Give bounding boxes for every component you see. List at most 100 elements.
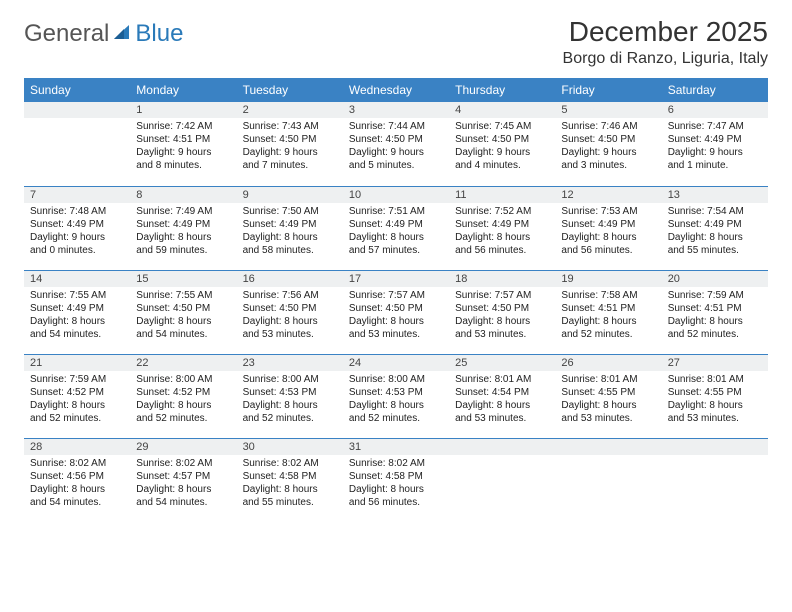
day-day2: and 59 minutes. — [136, 244, 230, 257]
day-sunset: Sunset: 4:51 PM — [668, 302, 762, 315]
day-number: 14 — [24, 270, 130, 287]
day-number: 24 — [343, 354, 449, 371]
day-sunset: Sunset: 4:50 PM — [561, 133, 655, 146]
day-number: 2 — [237, 102, 343, 118]
day-day1: Daylight: 8 hours — [455, 315, 549, 328]
day-sunrise: Sunrise: 8:01 AM — [668, 373, 762, 386]
day-number: 23 — [237, 354, 343, 371]
day-sunrise: Sunrise: 7:51 AM — [349, 205, 443, 218]
day-sunrise: Sunrise: 8:02 AM — [30, 457, 124, 470]
weekday-header: Thursday — [449, 78, 555, 102]
day-sunrise: Sunrise: 7:49 AM — [136, 205, 230, 218]
calendar-cell: 4Sunrise: 7:45 AMSunset: 4:50 PMDaylight… — [449, 102, 555, 186]
day-sunrise: Sunrise: 7:54 AM — [668, 205, 762, 218]
day-details: Sunrise: 7:42 AMSunset: 4:51 PMDaylight:… — [130, 118, 236, 176]
day-sunset: Sunset: 4:50 PM — [455, 133, 549, 146]
calendar-cell: 22Sunrise: 8:00 AMSunset: 4:52 PMDayligh… — [130, 354, 236, 438]
day-day1: Daylight: 8 hours — [243, 315, 337, 328]
calendar-week-row: 21Sunrise: 7:59 AMSunset: 4:52 PMDayligh… — [24, 354, 768, 438]
day-number: 11 — [449, 186, 555, 203]
day-details: Sunrise: 7:44 AMSunset: 4:50 PMDaylight:… — [343, 118, 449, 176]
weekday-header: Tuesday — [237, 78, 343, 102]
day-sunset: Sunset: 4:53 PM — [349, 386, 443, 399]
day-number: 30 — [237, 438, 343, 455]
day-day1: Daylight: 8 hours — [30, 399, 124, 412]
day-sunset: Sunset: 4:58 PM — [349, 470, 443, 483]
day-day1: Daylight: 8 hours — [561, 231, 655, 244]
day-day1: Daylight: 8 hours — [30, 483, 124, 496]
day-number: 1 — [130, 102, 236, 118]
day-number: 29 — [130, 438, 236, 455]
calendar-cell: 14Sunrise: 7:55 AMSunset: 4:49 PMDayligh… — [24, 270, 130, 354]
day-sunset: Sunset: 4:55 PM — [668, 386, 762, 399]
calendar-cell: 5Sunrise: 7:46 AMSunset: 4:50 PMDaylight… — [555, 102, 661, 186]
day-number: 31 — [343, 438, 449, 455]
day-sunset: Sunset: 4:52 PM — [30, 386, 124, 399]
day-details: Sunrise: 8:02 AMSunset: 4:58 PMDaylight:… — [237, 455, 343, 513]
day-sunset: Sunset: 4:50 PM — [349, 133, 443, 146]
weekday-header: Wednesday — [343, 78, 449, 102]
day-day2: and 52 minutes. — [243, 412, 337, 425]
weekday-header: Friday — [555, 78, 661, 102]
day-details: Sunrise: 8:02 AMSunset: 4:58 PMDaylight:… — [343, 455, 449, 513]
day-number: 8 — [130, 186, 236, 203]
day-sunset: Sunset: 4:50 PM — [243, 133, 337, 146]
day-day2: and 53 minutes. — [668, 412, 762, 425]
day-sunset: Sunset: 4:51 PM — [136, 133, 230, 146]
day-day1: Daylight: 8 hours — [455, 231, 549, 244]
calendar-cell — [555, 438, 661, 522]
day-number: 17 — [343, 270, 449, 287]
logo-sail-icon — [111, 21, 133, 48]
day-day2: and 7 minutes. — [243, 159, 337, 172]
day-day1: Daylight: 8 hours — [243, 231, 337, 244]
day-day1: Daylight: 8 hours — [243, 399, 337, 412]
calendar-cell: 31Sunrise: 8:02 AMSunset: 4:58 PMDayligh… — [343, 438, 449, 522]
day-day2: and 53 minutes. — [455, 328, 549, 341]
day-sunset: Sunset: 4:51 PM — [561, 302, 655, 315]
calendar-cell: 2 Sunrise: 7:43 AMSunset: 4:50 PMDaylight… — [237, 102, 343, 186]
day-sunrise: Sunrise: 8:00 AM — [136, 373, 230, 386]
day-day2: and 54 minutes. — [30, 496, 124, 509]
day-day2: and 56 minutes. — [349, 496, 443, 509]
day-details: Sunrise: 7:55 AMSunset: 4:50 PMDaylight:… — [130, 287, 236, 345]
day-day1: Daylight: 8 hours — [349, 315, 443, 328]
day-day2: and 52 minutes. — [668, 328, 762, 341]
day-sunset: Sunset: 4:55 PM — [561, 386, 655, 399]
day-day1: Daylight: 8 hours — [668, 399, 762, 412]
calendar-cell — [24, 102, 130, 186]
day-details: Sunrise: 7:47 AMSunset: 4:49 PMDaylight:… — [662, 118, 768, 176]
day-details: Sunrise: 7:51 AMSunset: 4:49 PMDaylight:… — [343, 203, 449, 261]
day-day1: Daylight: 9 hours — [455, 146, 549, 159]
day-day1: Daylight: 8 hours — [136, 231, 230, 244]
day-number: 12 — [555, 186, 661, 203]
calendar-cell: 6Sunrise: 7:47 AMSunset: 4:49 PMDaylight… — [662, 102, 768, 186]
day-day2: and 0 minutes. — [30, 244, 124, 257]
day-sunrise: Sunrise: 7:55 AM — [30, 289, 124, 302]
day-details: Sunrise: 7:56 AMSunset: 4:50 PMDaylight:… — [237, 287, 343, 345]
day-day1: Daylight: 9 hours — [136, 146, 230, 159]
day-sunset: Sunset: 4:54 PM — [455, 386, 549, 399]
day-day1: Daylight: 9 hours — [243, 146, 337, 159]
day-sunset: Sunset: 4:50 PM — [349, 302, 443, 315]
day-number: 22 — [130, 354, 236, 371]
day-day2: and 53 minutes. — [243, 328, 337, 341]
logo: General Blue — [24, 20, 183, 48]
day-sunrise: Sunrise: 8:02 AM — [243, 457, 337, 470]
day-sunset: Sunset: 4:49 PM — [30, 302, 124, 315]
day-sunset: Sunset: 4:49 PM — [668, 133, 762, 146]
day-sunrise: Sunrise: 7:43 AM — [243, 120, 337, 133]
calendar-cell: 15Sunrise: 7:55 AMSunset: 4:50 PMDayligh… — [130, 270, 236, 354]
calendar-cell — [449, 438, 555, 522]
day-details: Sunrise: 7:57 AMSunset: 4:50 PMDaylight:… — [449, 287, 555, 345]
day-day1: Daylight: 9 hours — [30, 231, 124, 244]
calendar-cell: 23Sunrise: 8:00 AMSunset: 4:53 PMDayligh… — [237, 354, 343, 438]
calendar-cell: 7Sunrise: 7:48 AMSunset: 4:49 PMDaylight… — [24, 186, 130, 270]
day-day2: and 52 minutes. — [136, 412, 230, 425]
day-sunrise: Sunrise: 8:02 AM — [349, 457, 443, 470]
calendar-body: 1Sunrise: 7:42 AMSunset: 4:51 PMDaylight… — [24, 102, 768, 522]
calendar-cell: 19Sunrise: 7:58 AMSunset: 4:51 PMDayligh… — [555, 270, 661, 354]
day-sunset: Sunset: 4:49 PM — [668, 218, 762, 231]
day-sunrise: Sunrise: 7:55 AM — [136, 289, 230, 302]
day-number: 6 — [662, 102, 768, 118]
day-day2: and 54 minutes. — [136, 328, 230, 341]
